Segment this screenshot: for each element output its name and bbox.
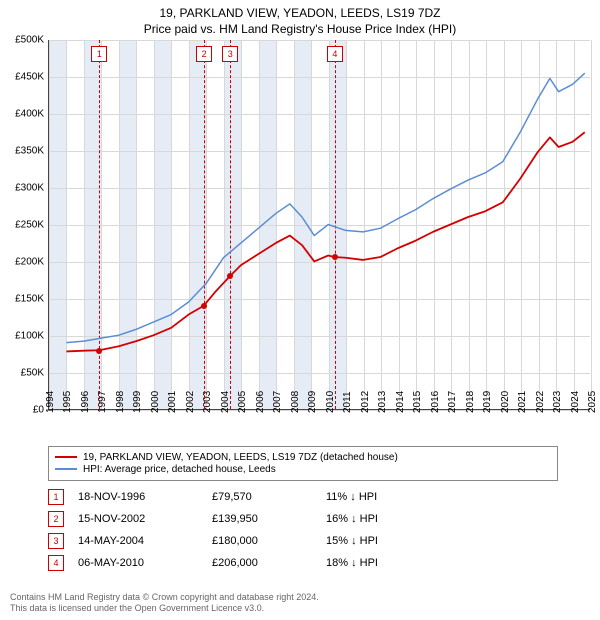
event-hpi-label: HPI: [357, 557, 378, 569]
event-row: 4 06-MAY-2010 £206,000 18% ↓ HPI: [48, 555, 558, 571]
event-hpi-label: HPI: [357, 513, 378, 525]
event-row: 1 18-NOV-1996 £79,570 11% ↓ HPI: [48, 489, 558, 505]
y-tick-label: £250K: [15, 219, 49, 230]
legend-label: 19, PARKLAND VIEW, YEADON, LEEDS, LS19 7…: [83, 452, 398, 463]
y-tick-label: £500K: [15, 34, 49, 45]
footer-line2: This data is licensed under the Open Gov…: [10, 603, 319, 614]
event-price: £139,950: [212, 513, 312, 525]
event-price: £180,000: [212, 535, 312, 547]
event-price: £79,570: [212, 491, 312, 503]
event-date: 15-NOV-2002: [78, 513, 198, 525]
legend-label: HPI: Average price, detached house, Leed…: [83, 464, 276, 475]
page-title: 19, PARKLAND VIEW, YEADON, LEEDS, LS19 7…: [0, 0, 600, 22]
legend-swatch: [55, 456, 77, 458]
series-hpi: [66, 73, 584, 342]
series-svg: [49, 40, 590, 409]
page-subtitle: Price paid vs. HM Land Registry's House …: [0, 22, 600, 36]
footer-attribution: Contains HM Land Registry data © Crown c…: [10, 592, 319, 615]
y-tick-label: £50K: [21, 367, 49, 378]
event-hpi-label: HPI: [357, 535, 378, 547]
event-pct-vs-hpi: 16% ↓ HPI: [326, 513, 378, 525]
event-marker-box: 1: [48, 489, 64, 505]
event-marker-box: 3: [48, 533, 64, 549]
chart-container: 19, PARKLAND VIEW, YEADON, LEEDS, LS19 7…: [0, 0, 600, 620]
event-pct-vs-hpi: 18% ↓ HPI: [326, 557, 378, 569]
event-row: 2 15-NOV-2002 £139,950 16% ↓ HPI: [48, 511, 558, 527]
y-tick-label: £100K: [15, 330, 49, 341]
event-marker-box: 2: [48, 511, 64, 527]
y-tick-label: £300K: [15, 182, 49, 193]
y-tick-label: £200K: [15, 256, 49, 267]
event-pct-vs-hpi: 11% ↓ HPI: [326, 491, 377, 503]
event-date: 06-MAY-2010: [78, 557, 198, 569]
series-property: [66, 132, 584, 351]
event-row: 3 14-MAY-2004 £180,000 15% ↓ HPI: [48, 533, 558, 549]
y-tick-label: £150K: [15, 293, 49, 304]
y-tick-label: £350K: [15, 145, 49, 156]
event-price: £206,000: [212, 557, 312, 569]
gridline-v: [591, 40, 592, 409]
event-date: 18-NOV-1996: [78, 491, 198, 503]
chart-legend: 19, PARKLAND VIEW, YEADON, LEEDS, LS19 7…: [48, 446, 558, 481]
y-tick-label: £450K: [15, 71, 49, 82]
footer-line1: Contains HM Land Registry data © Crown c…: [10, 592, 319, 603]
event-pct-vs-hpi: 15% ↓ HPI: [326, 535, 378, 547]
chart-plot-area: £0£50K£100K£150K£200K£250K£300K£350K£400…: [48, 40, 590, 410]
event-marker-box: 4: [48, 555, 64, 571]
legend-row: HPI: Average price, detached house, Leed…: [55, 464, 551, 475]
y-tick-label: £400K: [15, 108, 49, 119]
legend-row: 19, PARKLAND VIEW, YEADON, LEEDS, LS19 7…: [55, 452, 551, 463]
event-hpi-label: HPI: [356, 491, 377, 503]
event-date: 14-MAY-2004: [78, 535, 198, 547]
sale-events-table: 1 18-NOV-1996 £79,570 11% ↓ HPI 2 15-NOV-2002…: [48, 489, 558, 571]
legend-swatch: [55, 468, 77, 470]
